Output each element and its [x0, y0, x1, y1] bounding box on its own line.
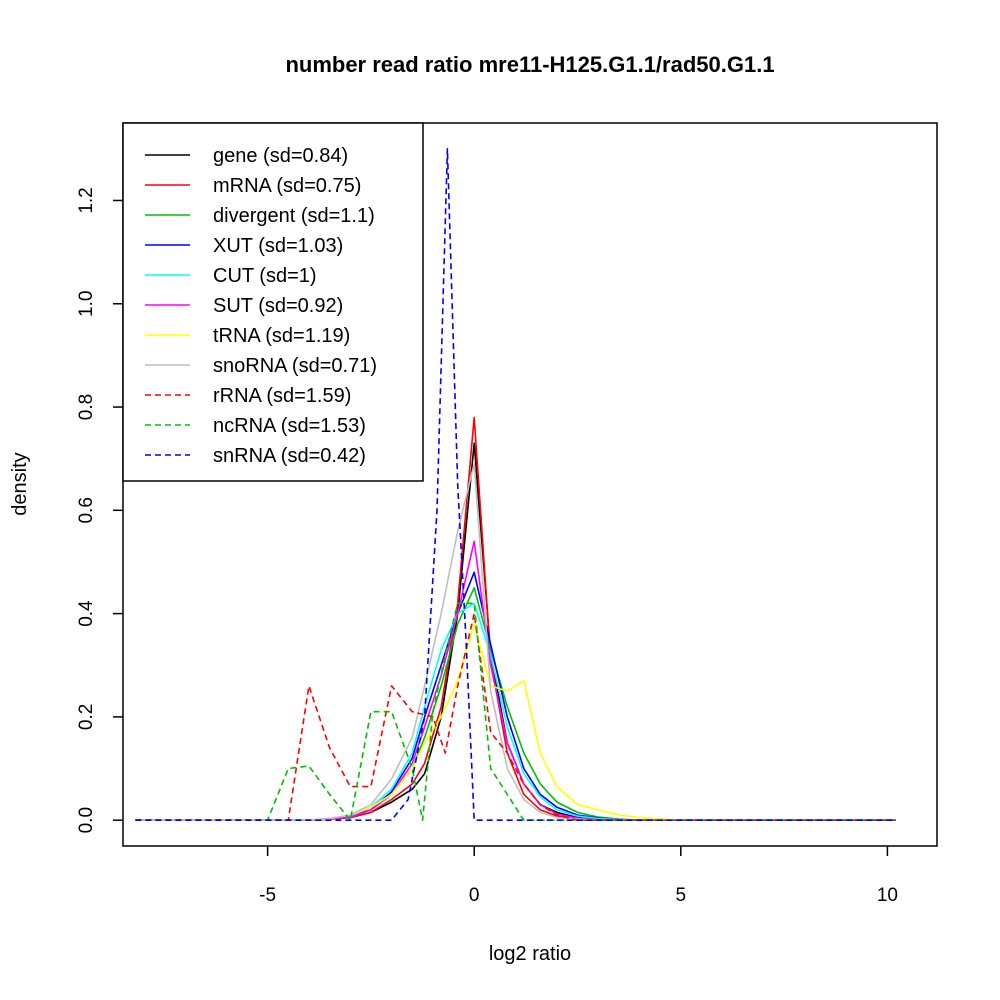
legend-entry: snRNA (sd=0.42) [213, 445, 366, 467]
x-axis-label: log2 ratio [489, 943, 571, 965]
legend-items: gene (sd=0.84) mRNA (sd=0.75) divergent (s… [145, 145, 377, 467]
legend-entry: XUT (sd=1.03) [213, 235, 343, 257]
y-tick-label: 0.2 [76, 704, 97, 730]
legend-entry: divergent (sd=1.1) [213, 205, 375, 227]
y-tick-label: 1.2 [76, 187, 97, 213]
y-axis: 0.0 0.2 0.4 0.6 0.8 1.0 1.2 [76, 187, 123, 833]
x-axis: -5 0 5 10 [259, 846, 898, 906]
legend-entry: gene (sd=0.84) [213, 145, 348, 167]
y-tick-label: 1.0 [76, 291, 97, 317]
x-tick-label: 0 [469, 885, 480, 906]
series-layer [135, 148, 896, 822]
series-line [135, 602, 896, 822]
legend-entry: CUT (sd=1) [213, 265, 317, 287]
series-line [135, 612, 896, 822]
legend-entry: rRNA (sd=1.59) [213, 385, 351, 407]
plot-frame [122, 122, 938, 847]
legend: gene (sd=0.84) mRNA (sd=0.75) divergent (s… [122, 122, 424, 482]
x-tick-label: 5 [676, 885, 687, 906]
y-tick-label: 0.0 [76, 807, 97, 833]
y-tick-label: 0.6 [76, 497, 97, 523]
legend-entry: tRNA (sd=1.19) [213, 325, 350, 347]
series-line [135, 148, 896, 822]
legend-entry: mRNA (sd=0.75) [213, 175, 361, 197]
legend-box [122, 122, 424, 482]
y-axis-label: density [9, 452, 31, 515]
x-tick-label: -5 [259, 885, 276, 906]
legend-entry: snoRNA (sd=0.71) [213, 355, 377, 377]
y-tick-label: 0.8 [76, 394, 97, 420]
y-tick-label: 0.4 [76, 600, 97, 627]
legend-entry: ncRNA (sd=1.53) [213, 415, 366, 437]
chart-title: number read ratio mre11-H125.G1.1/rad50.… [285, 52, 774, 77]
x-tick-label: 10 [877, 885, 898, 906]
legend-entry: SUT (sd=0.92) [213, 295, 343, 317]
